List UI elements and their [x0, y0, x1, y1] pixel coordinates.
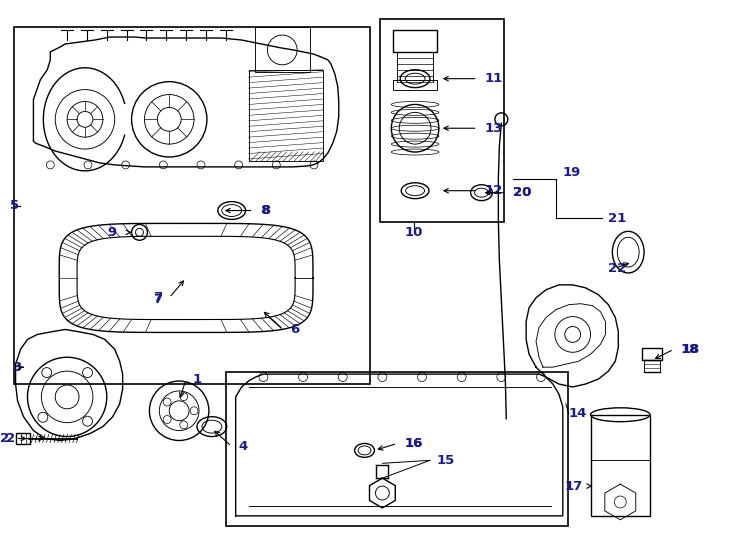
- Text: 11: 11: [484, 72, 503, 85]
- Bar: [255, 27, 310, 72]
- Bar: [591, 415, 650, 516]
- Bar: [226, 372, 568, 526]
- Text: 10: 10: [405, 226, 424, 239]
- Text: 12: 12: [484, 184, 503, 197]
- Text: 8: 8: [261, 204, 269, 217]
- Text: 22: 22: [608, 261, 627, 274]
- Text: 9: 9: [108, 226, 117, 239]
- Text: 19: 19: [563, 166, 581, 179]
- Text: 20: 20: [513, 186, 531, 199]
- Bar: [642, 348, 662, 360]
- Text: 18: 18: [680, 343, 700, 356]
- Text: 2: 2: [7, 432, 15, 445]
- Bar: [393, 30, 437, 52]
- Text: 2: 2: [0, 432, 9, 445]
- Text: 8: 8: [261, 204, 271, 217]
- Bar: [249, 70, 323, 161]
- Text: 18: 18: [682, 343, 700, 356]
- Text: 17: 17: [564, 480, 583, 492]
- Bar: [393, 80, 437, 90]
- Text: 13: 13: [484, 122, 503, 135]
- Text: 5: 5: [10, 199, 19, 212]
- Bar: [380, 19, 504, 222]
- Text: 16: 16: [404, 437, 423, 450]
- Text: 7: 7: [153, 293, 162, 306]
- Text: 3: 3: [12, 361, 21, 374]
- Text: 1: 1: [193, 373, 202, 386]
- Text: 15: 15: [437, 454, 455, 467]
- Text: 4: 4: [239, 440, 248, 453]
- Bar: [15, 433, 30, 444]
- Text: 16: 16: [404, 437, 423, 450]
- Bar: [14, 27, 371, 384]
- Text: 20: 20: [513, 186, 531, 199]
- Text: 14: 14: [569, 407, 587, 420]
- Text: 21: 21: [608, 212, 627, 225]
- Text: 7: 7: [153, 291, 162, 304]
- Text: 6: 6: [290, 323, 299, 336]
